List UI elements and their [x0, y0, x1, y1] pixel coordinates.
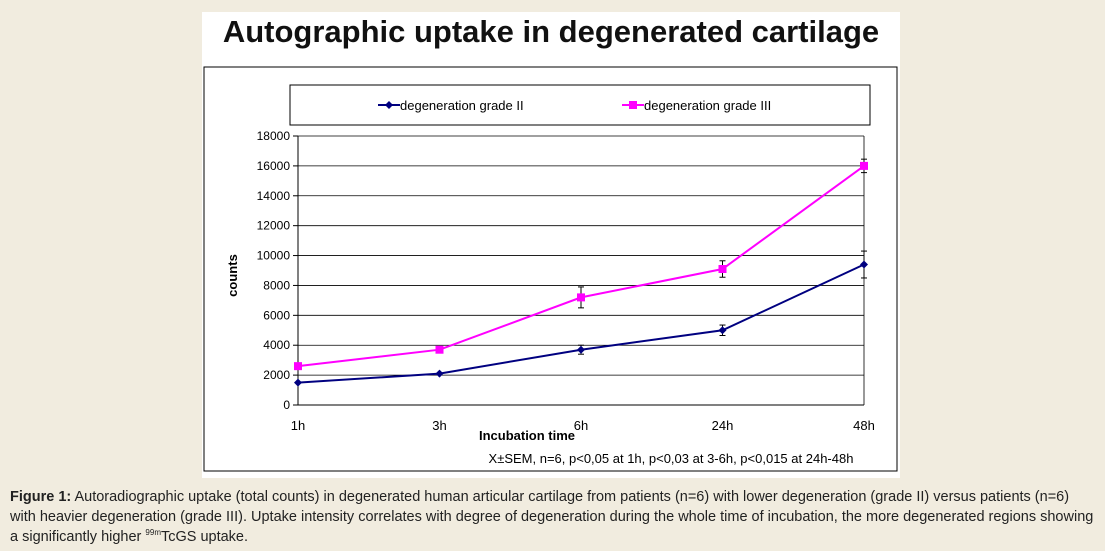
data-point: [718, 265, 727, 274]
data-point: [435, 369, 444, 378]
y-tick-label: 18000: [257, 129, 291, 143]
caption-text-end: TcGS uptake.: [160, 529, 249, 545]
y-tick-label: 10000: [257, 249, 291, 263]
series-line: [297, 263, 865, 384]
y-axis-label: counts: [225, 254, 240, 297]
data-point: [435, 345, 444, 354]
stats-annotation: X±SEM, n=6, p<0,05 at 1h, p<0,03 at 3-6h…: [489, 451, 854, 466]
x-tick-label: 24h: [712, 418, 734, 433]
y-tick-label: 2000: [263, 368, 290, 382]
x-axis-label: Incubation time: [479, 428, 575, 443]
caption-label: Figure 1:: [10, 489, 72, 505]
data-point: [294, 362, 302, 371]
y-tick-label: 12000: [257, 219, 291, 233]
y-tick-label: 8000: [263, 278, 290, 292]
data-point: [718, 326, 727, 335]
caption-text: Autoradiographic uptake (total counts) i…: [10, 489, 1094, 545]
legend-box: [289, 84, 871, 126]
legend-marker: [385, 101, 393, 109]
x-tick-label: 1h: [291, 418, 305, 433]
chart-svg: 0 2000 4000 6000 8000 10000 12000 14000 16000 180…: [203, 66, 898, 472]
legend-label: degeneration grade III: [644, 98, 771, 113]
data-point: [577, 293, 585, 302]
legend-label: degeneration grade II: [400, 98, 524, 113]
x-tick-label: 3h: [432, 418, 446, 433]
y-tick-label: 6000: [263, 308, 290, 322]
chart-frame: [203, 66, 898, 472]
legend-marker: [629, 101, 637, 109]
data-point: [860, 260, 868, 269]
x-tick-label: 48h: [853, 418, 875, 433]
data-point: [294, 378, 302, 387]
x-tick-label: 6h: [574, 418, 588, 433]
y-tick-label: 4000: [263, 338, 290, 352]
y-tick-label: 16000: [257, 159, 291, 173]
data-point: [860, 161, 868, 170]
y-tick-label: 0: [283, 398, 290, 412]
chart-title: Autographic uptake in degenerated cartil…: [222, 14, 880, 49]
figure-panel: Autographic uptake in degenerated cartil…: [202, 12, 900, 478]
figure-caption: Figure 1: Autoradiographic uptake (total…: [10, 487, 1095, 547]
caption-superscript: 99m: [145, 528, 161, 538]
data-point: [577, 345, 585, 354]
y-tick-label: 14000: [257, 189, 291, 203]
